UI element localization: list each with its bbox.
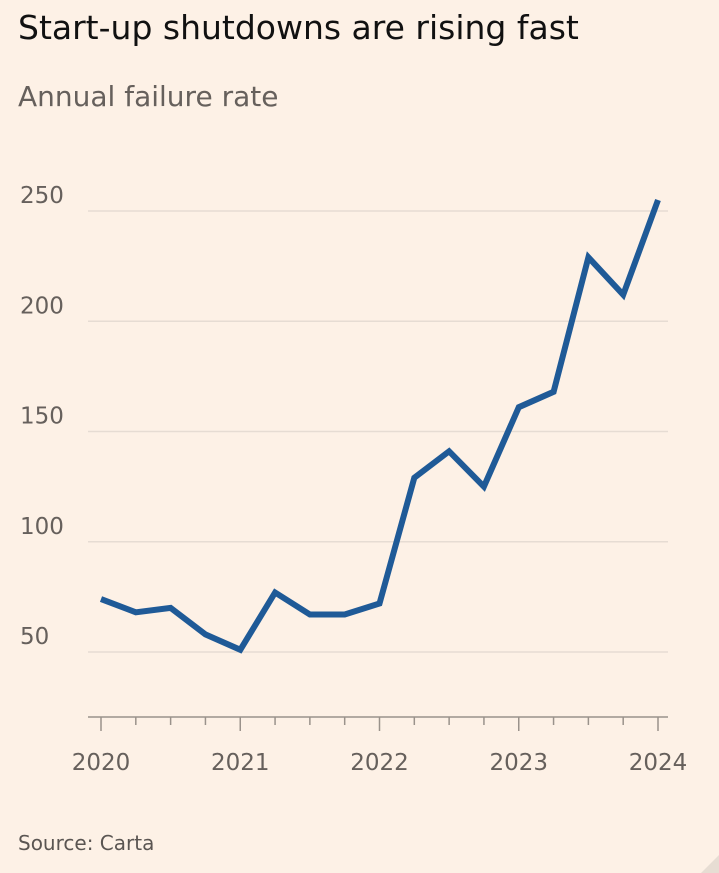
chart-title: Start-up shutdowns are rising fast <box>18 8 579 47</box>
corner-fold-decoration <box>701 855 719 873</box>
x-tick-label: 2024 <box>629 750 688 776</box>
y-axis-tick-labels: 50 100 150 200 250 <box>20 183 64 650</box>
x-tick-label: 2020 <box>72 750 131 776</box>
chart-subtitle: Annual failure rate <box>18 80 279 113</box>
y-tick-label: 250 <box>20 183 64 209</box>
y-tick-label: 50 <box>20 624 49 650</box>
x-axis: 2020 2021 2022 2023 2024 <box>72 716 688 776</box>
y-tick-label: 100 <box>20 514 64 540</box>
x-tick-label: 2023 <box>489 750 548 776</box>
y-tick-label: 150 <box>20 404 64 430</box>
y-tick-label: 200 <box>20 293 64 319</box>
series-lines <box>99 198 661 654</box>
x-tick-label: 2021 <box>211 750 270 776</box>
source-note: Source: Carta <box>18 831 155 855</box>
x-tick-label: 2022 <box>350 750 409 776</box>
series-line <box>99 198 661 654</box>
